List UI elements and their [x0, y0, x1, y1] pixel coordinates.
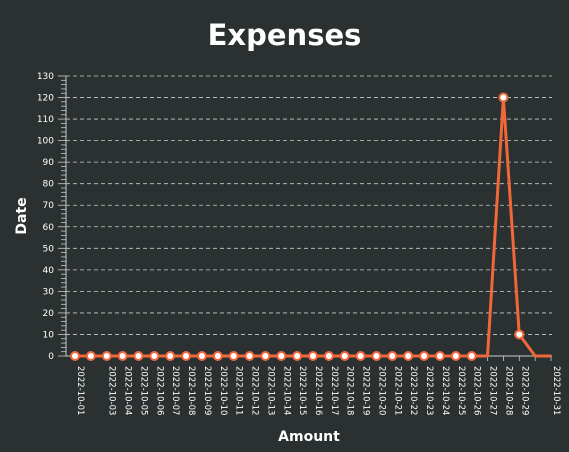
x-tick-label: 2022-10-05	[138, 366, 148, 415]
data-point[interactable]	[419, 351, 430, 361]
y-tick-label: 50	[43, 244, 55, 254]
x-tick-label: 2022-10-12	[250, 366, 260, 415]
y-tick-label: 10	[43, 330, 55, 340]
x-tick-label: 2022-10-07	[170, 366, 180, 415]
y-tick-label: 80	[43, 180, 55, 190]
data-point[interactable]	[355, 351, 366, 361]
x-tick-label: 2022-10-16	[313, 366, 323, 415]
data-point[interactable]	[101, 351, 112, 361]
data-point[interactable]	[181, 351, 192, 361]
data-point[interactable]	[70, 351, 80, 361]
data-point[interactable]	[403, 351, 414, 361]
x-axis-label: Amount	[278, 429, 340, 445]
y-tick-labels: 0 10 20 30 40 50 60 70 80 90 100 110 120 130	[37, 72, 54, 362]
x-tick-label: 2022-10-23	[424, 366, 434, 415]
data-point[interactable]	[514, 329, 525, 340]
y-tick-label: 70	[43, 201, 55, 211]
x-tick-label: 2022-10-24	[440, 366, 450, 415]
x-tick-label: 2022-10-11	[234, 366, 244, 415]
x-tick-label: 2022-10-31	[551, 366, 561, 415]
data-point[interactable]	[292, 351, 303, 361]
x-tick-label: 2022-10-06	[154, 366, 164, 415]
x-tick-label: 2022-10-09	[202, 366, 212, 415]
y-tick-label: 0	[48, 352, 54, 362]
x-tick-label: 2022-10-14	[281, 366, 291, 415]
x-tick-label: 2022-10-25	[456, 366, 466, 415]
data-point[interactable]	[85, 351, 96, 361]
y-tick-label: 100	[37, 137, 54, 147]
y-tick-label: 40	[43, 266, 55, 276]
x-tick-label: 2022-10-27	[488, 366, 498, 415]
chart-title: Expenses	[207, 18, 362, 52]
y-tick-label: 130	[37, 72, 54, 82]
data-point[interactable]	[387, 351, 398, 361]
x-tick-label: 2022-10-17	[329, 366, 339, 415]
data-point[interactable]	[196, 351, 207, 361]
data-point[interactable]	[498, 92, 509, 103]
data-point[interactable]	[117, 351, 128, 361]
data-point[interactable]	[244, 351, 255, 361]
x-tick-labels: 2022-10-01 2022-10-03 2022-10-04 2022-10-05…	[75, 366, 561, 415]
x-tick-label: 2022-10-08	[186, 366, 196, 415]
series-layer	[70, 92, 551, 361]
x-tick-label: 2022-10-28	[503, 366, 513, 415]
x-tick-label: 2022-10-29	[519, 366, 529, 415]
data-point[interactable]	[308, 351, 318, 361]
x-tick-label: 2022-10-18	[345, 366, 355, 415]
data-point[interactable]	[466, 351, 477, 361]
y-tick-label: 60	[43, 223, 55, 233]
data-point[interactable]	[260, 351, 271, 361]
data-point[interactable]	[228, 351, 239, 361]
x-tick-label: 2022-10-26	[472, 366, 482, 415]
y-axis-label: Date	[14, 197, 30, 234]
data-point[interactable]	[165, 351, 176, 361]
grid-lines	[66, 75, 552, 335]
x-tick-label: 2022-10-04	[123, 366, 133, 415]
x-tick-label: 2022-10-20	[376, 366, 386, 415]
y-tick-label: 20	[43, 309, 55, 319]
data-point[interactable]	[276, 351, 287, 361]
x-tick-label: 2022-10-01	[75, 366, 85, 415]
y-tick-label: 30	[43, 287, 55, 297]
data-point[interactable]	[339, 351, 350, 361]
x-tick-label: 2022-10-10	[218, 366, 228, 415]
data-point[interactable]	[371, 351, 382, 361]
y-tick-label: 110	[37, 115, 54, 125]
x-tick-label: 2022-10-22	[408, 366, 418, 415]
data-point[interactable]	[149, 351, 160, 361]
x-tick-label: 2022-10-19	[361, 366, 371, 415]
x-tick-label: 2022-10-21	[392, 366, 402, 415]
data-point[interactable]	[212, 351, 223, 361]
data-point[interactable]	[434, 351, 445, 361]
data-point[interactable]	[450, 351, 461, 361]
data-point[interactable]	[133, 351, 144, 361]
x-tick-label: 2022-10-15	[297, 366, 307, 415]
x-tick-label: 2022-10-03	[107, 366, 117, 415]
data-point[interactable]	[323, 351, 334, 361]
y-tick-label: 90	[43, 158, 55, 168]
y-tick-label: 120	[37, 94, 54, 104]
x-tick-label: 2022-10-13	[265, 366, 275, 415]
